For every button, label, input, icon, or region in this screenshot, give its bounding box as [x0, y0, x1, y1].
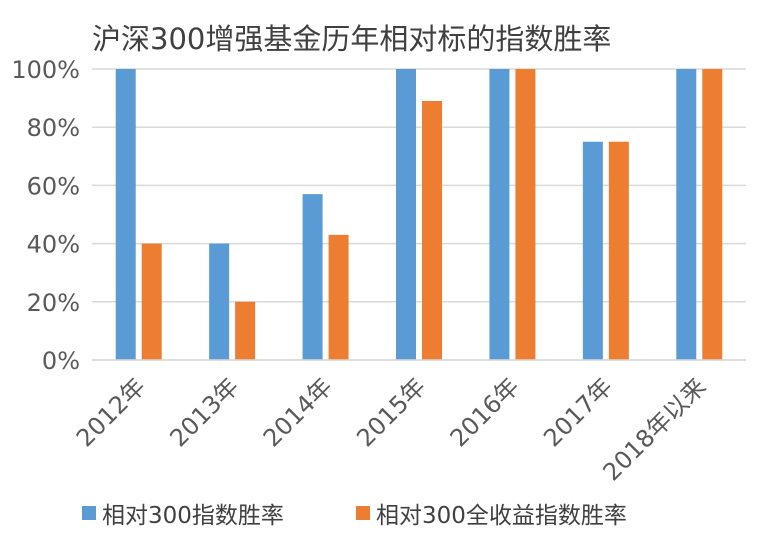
x-tick-label: 2016年	[445, 372, 525, 452]
y-tick-label: 100%	[11, 56, 80, 84]
bar-series-1-2012年	[115, 69, 136, 360]
bar-series-1-2018年以来	[676, 69, 697, 360]
y-tick-label: 20%	[27, 289, 80, 317]
y-tick-label: 60%	[27, 172, 80, 200]
bar-series-2-2017年	[608, 141, 629, 360]
plot-area: 0%20%40%60%80%100%2012年 2013年 2014年 2015年 20…	[11, 56, 746, 486]
y-tick-label: 40%	[27, 231, 80, 259]
bar-series-2-2012年	[141, 243, 162, 360]
bar-series-2-2015年	[422, 101, 442, 360]
bar-series-1-2017年	[582, 141, 603, 360]
legend: 相对300指数胜率 相对300全收益指数胜率	[0, 496, 784, 532]
legend-item-series-2: 相对300全收益指数胜率	[356, 496, 627, 530]
bar-series-2-2018年以来	[702, 69, 723, 360]
chart-title: 沪深300增强基金历年相对标的指数胜率	[92, 22, 612, 56]
bar-series-1-2014年	[302, 194, 323, 360]
x-tick-label: 2013年	[164, 372, 244, 452]
bar-series-1-2013年	[209, 243, 230, 360]
bar-series-2-2013年	[235, 301, 256, 360]
legend-label-series-2: 相对300全收益指数胜率	[376, 503, 627, 529]
bar-series-2-2014年	[328, 234, 349, 360]
x-tick-label: 2015年	[351, 372, 431, 452]
y-tick-label: 0%	[42, 347, 80, 375]
legend-item-series-1: 相对300指数胜率	[82, 496, 284, 530]
legend-swatch-series-1	[82, 506, 96, 520]
bar-series-1-2015年	[396, 69, 416, 360]
x-tick-label: 2017年	[538, 372, 618, 452]
y-tick-label: 80%	[27, 114, 80, 142]
x-tick-label: 2014年	[258, 372, 338, 452]
legend-swatch-series-2	[356, 506, 370, 520]
bar-series-2-2016年	[515, 69, 536, 360]
legend-label-series-1: 相对300指数胜率	[102, 503, 284, 529]
x-tick-label: 2012年	[71, 372, 151, 452]
bar-series-1-2016年	[489, 69, 510, 360]
